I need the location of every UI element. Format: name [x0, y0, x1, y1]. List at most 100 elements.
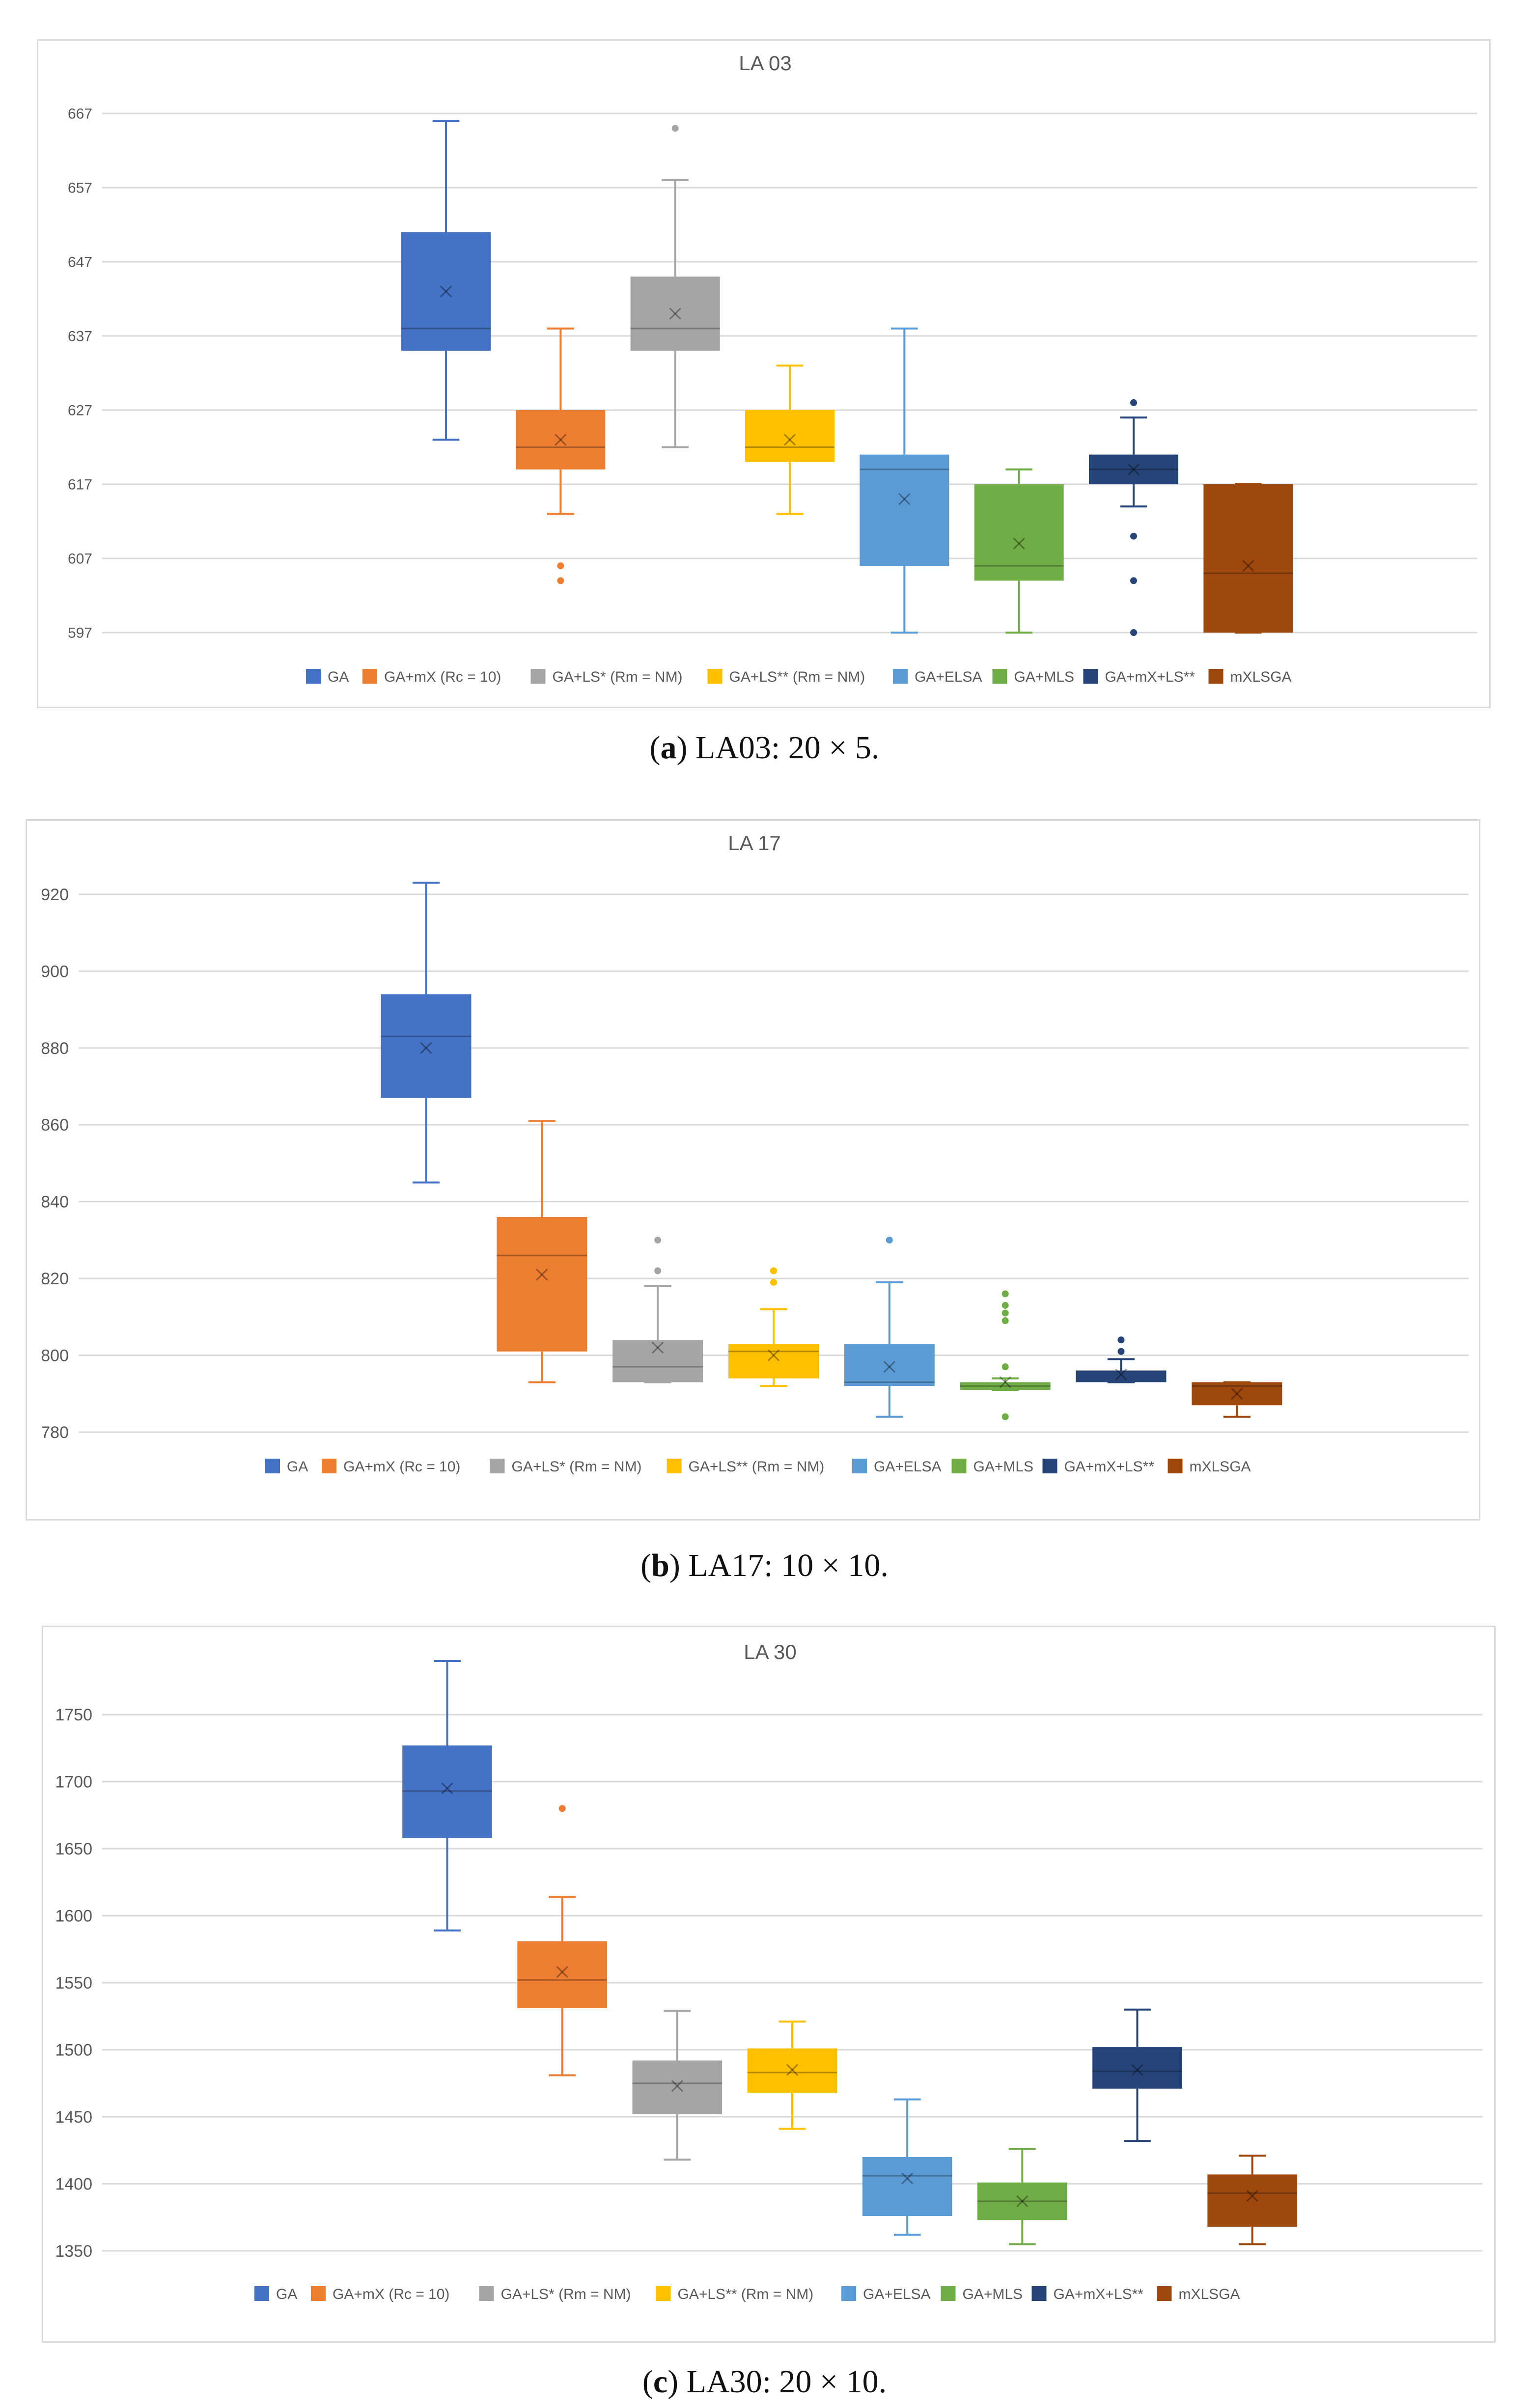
iqr-box: [1092, 2047, 1182, 2089]
la30-ytick-label-1400: 1400: [55, 2175, 92, 2193]
legend-swatch: [1208, 669, 1223, 684]
chart-panel-la17: LA 17 780 800 820 840 860 880 900 920 GA GA+mX (Rc…: [26, 819, 1480, 1521]
legend-swatch: [1031, 2286, 1047, 2301]
legend-label: GA+LS** (Rm = NM): [678, 2286, 814, 2302]
la30-box-ga-ls-: [747, 2021, 837, 2130]
mean-marker-b: [898, 493, 911, 505]
la17-legend-ga-mx-ls-: GA+mX+LS**: [1042, 1459, 1155, 1475]
iqr-box: [745, 410, 834, 462]
mean-marker-b: [652, 1341, 664, 1354]
la03-title: LA 03: [739, 52, 791, 75]
la30-title: LA 30: [744, 1640, 796, 1663]
la17-box-ga-ls-: [612, 1236, 703, 1384]
la03-legend-ga-ls-: GA+LS* (Rm = NM): [530, 669, 683, 685]
la30-legend-ga-mx-ls-: GA+mX+LS**: [1031, 2286, 1143, 2302]
outlier-point: [1117, 1336, 1125, 1344]
mean-marker-a: [536, 1269, 548, 1281]
chart-la03: LA 03 597 607 617 627 637 647 657 667 GA GA+mX (Rc…: [68, 52, 1477, 685]
legend-label: GA+MLS: [973, 1459, 1034, 1475]
mean-marker-a: [555, 434, 567, 446]
chart-panel-la30: LA 30 1350 1400 1450 1500 1550 1600 1650 1700 175…: [42, 1626, 1496, 2343]
outlier-point: [1001, 1363, 1009, 1371]
chart-la17: LA 17 780 800 820 840 860 880 900 920 GA GA+mX (Rc…: [41, 831, 1469, 1475]
iqr-box: [1192, 1382, 1282, 1406]
legend-swatch: [306, 669, 321, 684]
mean-marker-b: [883, 1360, 895, 1373]
iqr-box: [728, 1344, 819, 1379]
la17-box-ga: [381, 882, 472, 1184]
mean-marker-a: [786, 2064, 799, 2076]
outlier-point: [770, 1267, 777, 1274]
legend-swatch: [479, 2286, 494, 2301]
legend-label: GA+LS* (Rm = NM): [512, 1459, 642, 1475]
la30-ytick-label-1350: 1350: [55, 2242, 92, 2261]
la30-legend-ga: GA: [254, 2286, 297, 2302]
la17-legend-ga-mls: GA+MLS: [951, 1459, 1034, 1475]
mean-marker-b: [1127, 463, 1140, 475]
la03-ytick-label-627: 627: [68, 403, 92, 419]
legend-label: GA+MLS: [1014, 669, 1075, 685]
legend-label: GA+LS** (Rm = NM): [689, 1459, 825, 1475]
mean-marker-b: [901, 2172, 914, 2185]
outlier-point: [1130, 577, 1137, 584]
iqr-box: [517, 1941, 607, 2008]
mean-marker-b: [441, 1782, 453, 1795]
la17-ytick-label-900: 900: [41, 962, 69, 981]
legend-label: mXLSGA: [1179, 2286, 1240, 2302]
mean-marker-b: [786, 2064, 799, 2076]
la30-legend-mxlsga: mXLSGA: [1157, 2286, 1240, 2302]
legend-label: GA+ELSA: [915, 669, 982, 685]
outlier-point: [1130, 532, 1137, 540]
outlier-point: [1001, 1317, 1009, 1325]
la03-legend-ga-mx: GA+mX (Rc = 10): [362, 669, 501, 685]
mean-marker-a: [901, 2172, 914, 2185]
la03-legend-ga-mx-ls-: GA+mX+LS**: [1083, 669, 1195, 685]
la30-box-ga-ls-: [632, 2010, 723, 2161]
iqr-box: [747, 2048, 837, 2093]
legend-swatch: [1042, 1459, 1057, 1473]
caption-la30: (c) LA30: 20 × 10.: [642, 2364, 887, 2400]
la03-box-ga: [401, 120, 491, 441]
la30-box-ga-mx-ls-: [1092, 2008, 1182, 2142]
la03-ytick-label-667: 667: [68, 106, 92, 122]
iqr-box: [401, 232, 491, 351]
la30-legend-ga-mls: GA+MLS: [941, 2286, 1023, 2302]
legend-swatch: [1083, 669, 1098, 684]
caption-la03: (a) LA03: 20 × 5.: [649, 730, 880, 766]
la03-legend-ga: GA: [306, 669, 349, 685]
la03-ytick-label-657: 657: [68, 180, 92, 196]
la17-ytick-label-820: 820: [41, 1270, 69, 1288]
mean-marker-b: [556, 1966, 568, 1978]
mean-marker-a: [999, 1376, 1011, 1388]
la17-ytick-label-800: 800: [41, 1346, 69, 1365]
legend-label: GA+LS* (Rm = NM): [553, 669, 683, 685]
la30-box-ga-mls: [977, 2148, 1067, 2245]
iqr-box: [862, 2157, 952, 2216]
la03-ytick-label-617: 617: [68, 477, 92, 493]
mean-marker-b: [555, 434, 567, 446]
legend-label: GA+ELSA: [874, 1459, 942, 1475]
la03-legend-ga-ls-: GA+LS** (Rm = NM): [707, 669, 865, 685]
legend-label: GA+MLS: [963, 2286, 1023, 2302]
mean-marker-b: [1242, 560, 1254, 572]
la17-box-ga-mx: [497, 1120, 587, 1384]
la17-ytick-label-860: 860: [41, 1116, 69, 1135]
outlier-point: [1001, 1309, 1009, 1317]
mean-marker-a: [671, 2080, 683, 2092]
legend-label: mXLSGA: [1190, 1459, 1251, 1475]
iqr-box: [974, 484, 1064, 581]
legend-label: GA+mX+LS**: [1064, 1459, 1155, 1475]
legend-swatch: [893, 669, 908, 684]
legend-swatch: [265, 1459, 280, 1473]
legend-swatch: [852, 1459, 867, 1473]
la17-ytick-label-920: 920: [41, 886, 69, 904]
mean-marker-a: [1013, 537, 1025, 550]
mean-marker-b: [1131, 2064, 1143, 2076]
la30-ytick-label-1550: 1550: [55, 1974, 92, 1993]
mean-marker-a: [1127, 463, 1140, 475]
iqr-box: [630, 277, 720, 351]
legend-swatch: [254, 2286, 269, 2301]
legend-swatch: [362, 669, 377, 684]
la17-legend-ga-mx: GA+mX (Rc = 10): [322, 1459, 460, 1475]
legend-label: GA+mX (Rc = 10): [343, 1459, 460, 1475]
